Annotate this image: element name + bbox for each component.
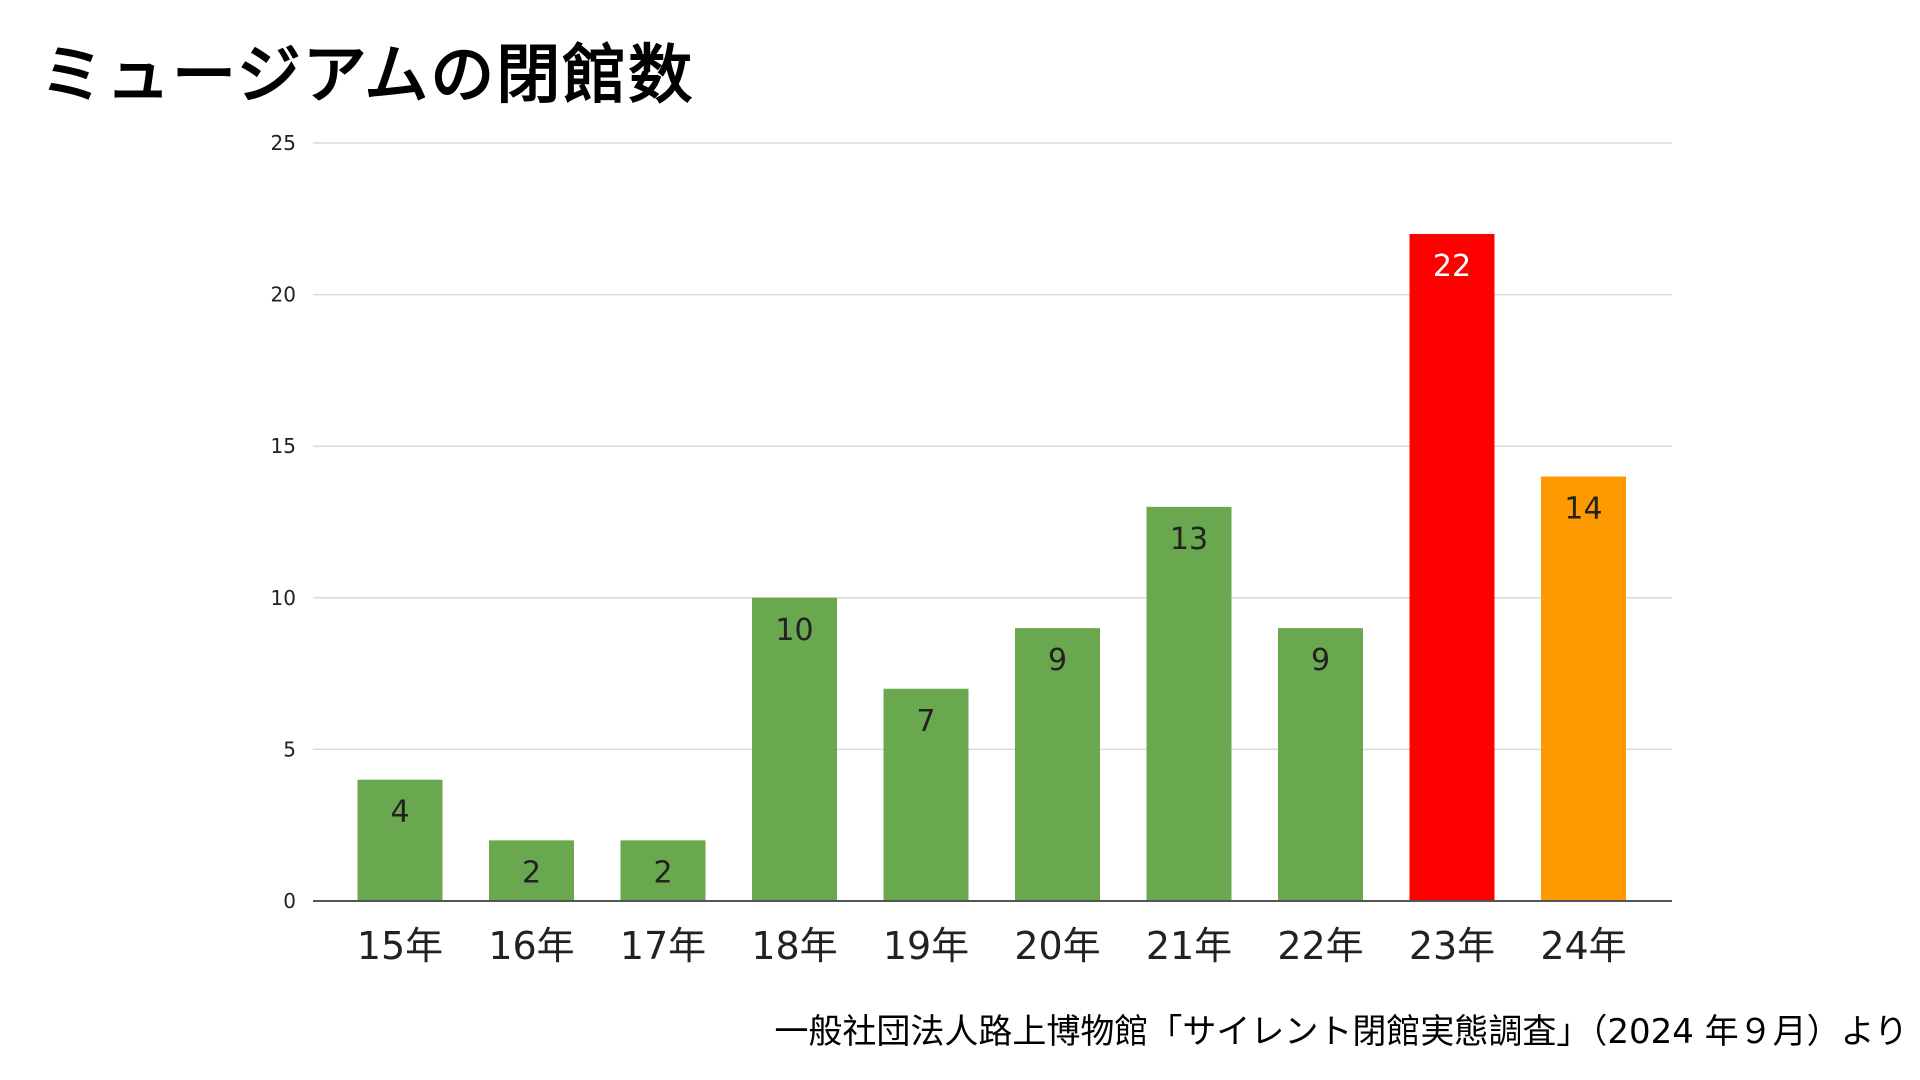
bar [620,840,706,901]
y-tick-label: 10 [271,586,296,610]
data-label: 2 [522,855,541,890]
bar [1409,233,1495,901]
y-tick-label: 25 [271,131,296,155]
bar [489,840,574,901]
data-label: 10 [775,613,813,648]
data-label: 4 [390,795,409,830]
x-tick-label: 20年 [1014,924,1100,968]
data-label: 14 [1564,492,1602,527]
data-label: 2 [653,855,672,890]
x-tick-label: 15年 [357,924,443,968]
y-axis-ticks: 0 5 10 15 20 25 [271,131,296,913]
data-label: 22 [1433,249,1471,284]
bar [1146,506,1232,901]
data-label: 9 [1048,643,1067,678]
x-tick-label: 23年 [1409,924,1495,968]
data-label: 7 [916,704,935,739]
source-note: 一般社団法人路上博物館「サイレント閉館実態調査」（2024 年９月）より [774,1012,1908,1052]
y-tick-label: 5 [283,737,296,761]
bar [1541,476,1626,901]
bar [1015,628,1100,901]
bar [752,597,837,901]
y-tick-label: 15 [271,434,296,458]
x-tick-label: 24年 [1540,924,1626,968]
x-axis-ticks: 15年 16年 17年 18年 19年 20年 21年 22年 23年 24年 [357,924,1627,968]
x-tick-label: 21年 [1146,924,1232,968]
bar [883,688,969,901]
y-tick-label: 0 [283,889,296,913]
x-tick-label: 17年 [620,924,706,968]
bars [357,233,1626,901]
data-label: 9 [1311,643,1330,678]
x-tick-label: 16年 [488,924,574,968]
x-tick-label: 19年 [883,924,969,968]
chart-title: ミュージアムの閉館数 [40,39,695,113]
bar [1278,628,1363,901]
x-tick-label: 22年 [1277,924,1363,968]
x-tick-label: 18年 [751,924,837,968]
data-label: 13 [1170,522,1208,557]
bar [357,779,443,901]
y-tick-label: 20 [271,283,296,307]
